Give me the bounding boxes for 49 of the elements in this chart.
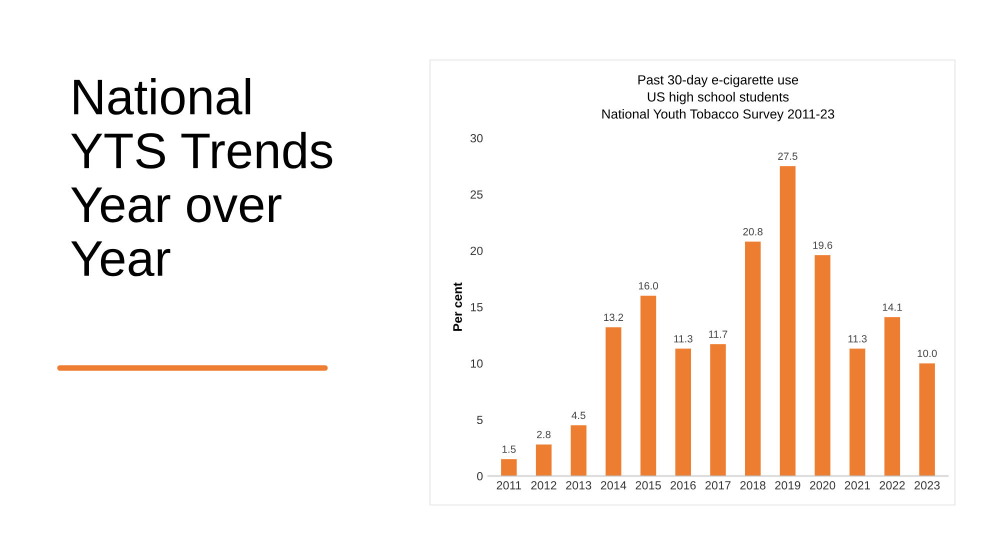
x-tick-label: 2023 [914,481,940,490]
bar [710,344,726,476]
bar [919,363,935,476]
bar [814,255,830,476]
x-tick-label: 2014 [600,481,626,490]
x-tick-label: 2022 [880,481,905,490]
data-label: 13.2 [604,314,624,322]
data-label: 14.1 [882,304,902,311]
bar [536,444,552,476]
x-tick-label: 2018 [740,481,766,490]
y-tick-label: 0 [477,472,483,480]
y-axis-title: Per cent [453,282,462,331]
x-tick-label: 2020 [810,481,836,490]
x-tick-label: 2011 [496,481,522,490]
data-label: 2.8 [537,430,551,438]
y-tick-label: 15 [470,303,483,312]
x-tick-label: 2013 [566,481,592,490]
x-tick-label: 2016 [670,481,696,490]
data-label: 4.5 [572,412,586,420]
data-label: 11.7 [709,330,728,338]
bar [884,317,900,476]
bar [501,459,517,476]
data-label: 1.5 [502,446,516,453]
bar [640,296,656,476]
data-label: 19.6 [813,242,832,249]
bar [570,425,586,476]
text: National YTS Trends Year over Year [71,78,332,276]
x-tick-label: 2019 [775,481,800,490]
data-label: 10.0 [918,350,937,358]
data-label: 11.3 [848,335,867,342]
y-tick-label: 5 [477,416,483,424]
y-tick-label: 10 [470,359,483,368]
bar [850,348,866,476]
y-tick-label: 30 [470,134,483,142]
data-label: 20.8 [743,228,763,236]
y-tick-label: 25 [470,190,483,199]
data-label: 11.3 [674,335,692,342]
data-label: 16.0 [638,282,658,290]
y-tick-label: 20 [470,246,483,256]
x-tick-label: 2021 [844,481,870,490]
bar [606,327,622,476]
data-label: 27.5 [778,152,798,160]
x-tick-label: 2015 [636,481,661,490]
chart-title: Past 30-day e-cigarette use US high school students National Youth Tobacco Survey 2011-23 [602,74,834,122]
bar [780,166,796,476]
bar [745,242,761,476]
x-tick-label: 2017 [705,481,731,490]
x-tick-label: 2012 [531,481,556,490]
bar [675,348,691,476]
